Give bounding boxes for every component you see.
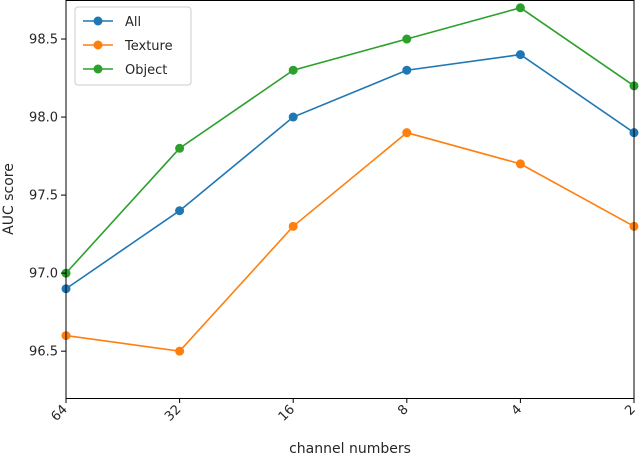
series-texture — [61, 128, 639, 356]
y-tick-label: 98.5 — [29, 33, 58, 48]
series-line — [65, 6, 635, 274]
y-tick-label: 97.5 — [29, 189, 58, 204]
x-tick-label: 4 — [509, 402, 525, 418]
legend-label: All — [125, 15, 141, 30]
legend-item: Object — [83, 63, 167, 78]
data-point — [515, 3, 525, 13]
data-point — [175, 346, 185, 356]
legend: All Texture Object — [74, 6, 192, 86]
y-tick-label: 96.5 — [29, 345, 58, 360]
legend-label: Object — [125, 63, 167, 78]
data-point — [288, 65, 298, 75]
legend-item: All — [83, 15, 141, 30]
axes-frame — [65, 0, 635, 399]
y-axis: 96.5 97.0 97.5 98.0 98.5 — [29, 33, 66, 360]
x-axis-label: channel numbers — [289, 441, 411, 457]
x-tick-label: 16 — [276, 402, 298, 424]
y-tick-label: 97.0 — [29, 267, 58, 282]
x-axis: 64 32 16 8 4 2 — [49, 398, 639, 425]
data-point — [402, 34, 412, 44]
series-layer — [61, 3, 639, 356]
series-all — [61, 50, 639, 294]
legend-item: Texture — [83, 39, 173, 54]
series-line — [65, 53, 635, 290]
data-point — [288, 112, 298, 122]
series-line — [65, 131, 635, 353]
data-point — [515, 159, 525, 169]
x-tick-label: 2 — [622, 402, 638, 418]
legend-box — [74, 6, 192, 86]
legend-marker — [93, 64, 103, 74]
data-point — [288, 221, 298, 231]
data-point — [175, 143, 185, 153]
x-tick-label: 8 — [395, 402, 411, 418]
y-tick-label: 98.0 — [29, 111, 58, 126]
legend-label: Texture — [124, 39, 173, 54]
data-point — [175, 206, 185, 216]
data-point — [402, 65, 412, 75]
data-point — [515, 50, 525, 60]
x-tick-label: 32 — [162, 402, 184, 424]
legend-marker — [93, 16, 103, 26]
data-point — [402, 128, 412, 138]
y-axis-label: AUC score — [1, 163, 17, 235]
legend-marker — [93, 40, 103, 50]
x-tick-label: 64 — [49, 402, 71, 424]
